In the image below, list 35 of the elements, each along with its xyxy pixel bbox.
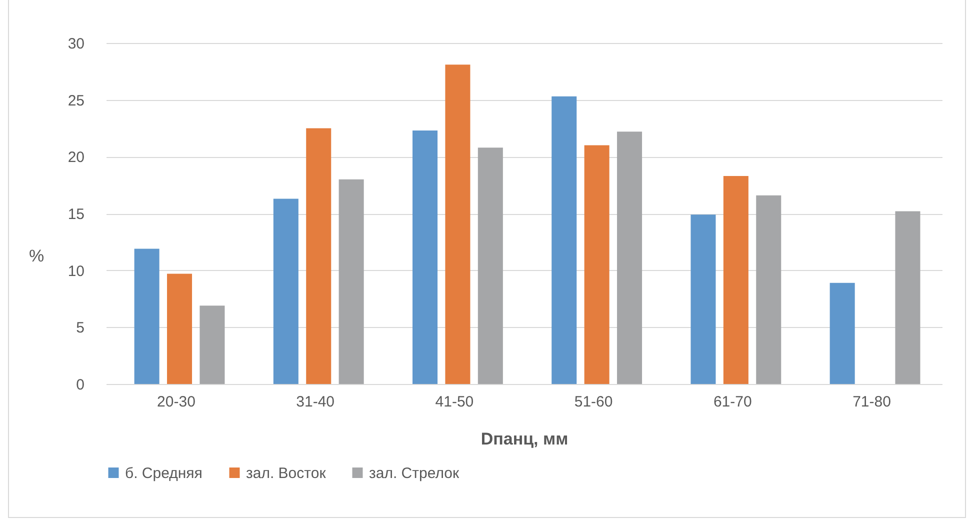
bar (273, 198, 298, 384)
bar (617, 132, 642, 384)
y-tick-label: 5 (76, 320, 84, 337)
y-tick-label: 0 (76, 376, 84, 394)
bar (756, 195, 782, 384)
bar (445, 64, 470, 384)
bar (478, 148, 503, 384)
y-tick-label: 10 (68, 262, 84, 280)
y-tick-label: 30 (68, 36, 84, 52)
y-tick-label: 25 (68, 92, 84, 110)
x-tick-label: 31-40 (296, 394, 335, 410)
bar (895, 211, 920, 384)
bar (584, 145, 610, 384)
bar (306, 128, 332, 384)
bar (167, 274, 192, 384)
x-tick-label: 51-60 (574, 394, 613, 410)
x-tick-label: 20-30 (157, 394, 196, 410)
y-axis-title: % (28, 246, 44, 266)
x-tick-label: 61-70 (713, 394, 752, 410)
bar (134, 248, 160, 384)
legend-label: зал. Стрелок (369, 464, 460, 482)
bar (690, 214, 716, 384)
bar (338, 179, 364, 384)
bar (723, 176, 748, 384)
x-tick-label: 71-80 (852, 394, 891, 410)
legend-label: зал. Восток (246, 464, 326, 482)
bar (412, 130, 438, 384)
y-tick-label: 20 (68, 149, 84, 166)
bar (830, 282, 855, 384)
bar (200, 306, 225, 384)
x-axis-title: Dпанц, мм (480, 430, 568, 448)
y-tick-label: 15 (68, 206, 84, 223)
x-tick-label: 41-50 (435, 394, 474, 410)
legend-label: б. Средняя (125, 464, 202, 482)
bar (552, 96, 577, 384)
